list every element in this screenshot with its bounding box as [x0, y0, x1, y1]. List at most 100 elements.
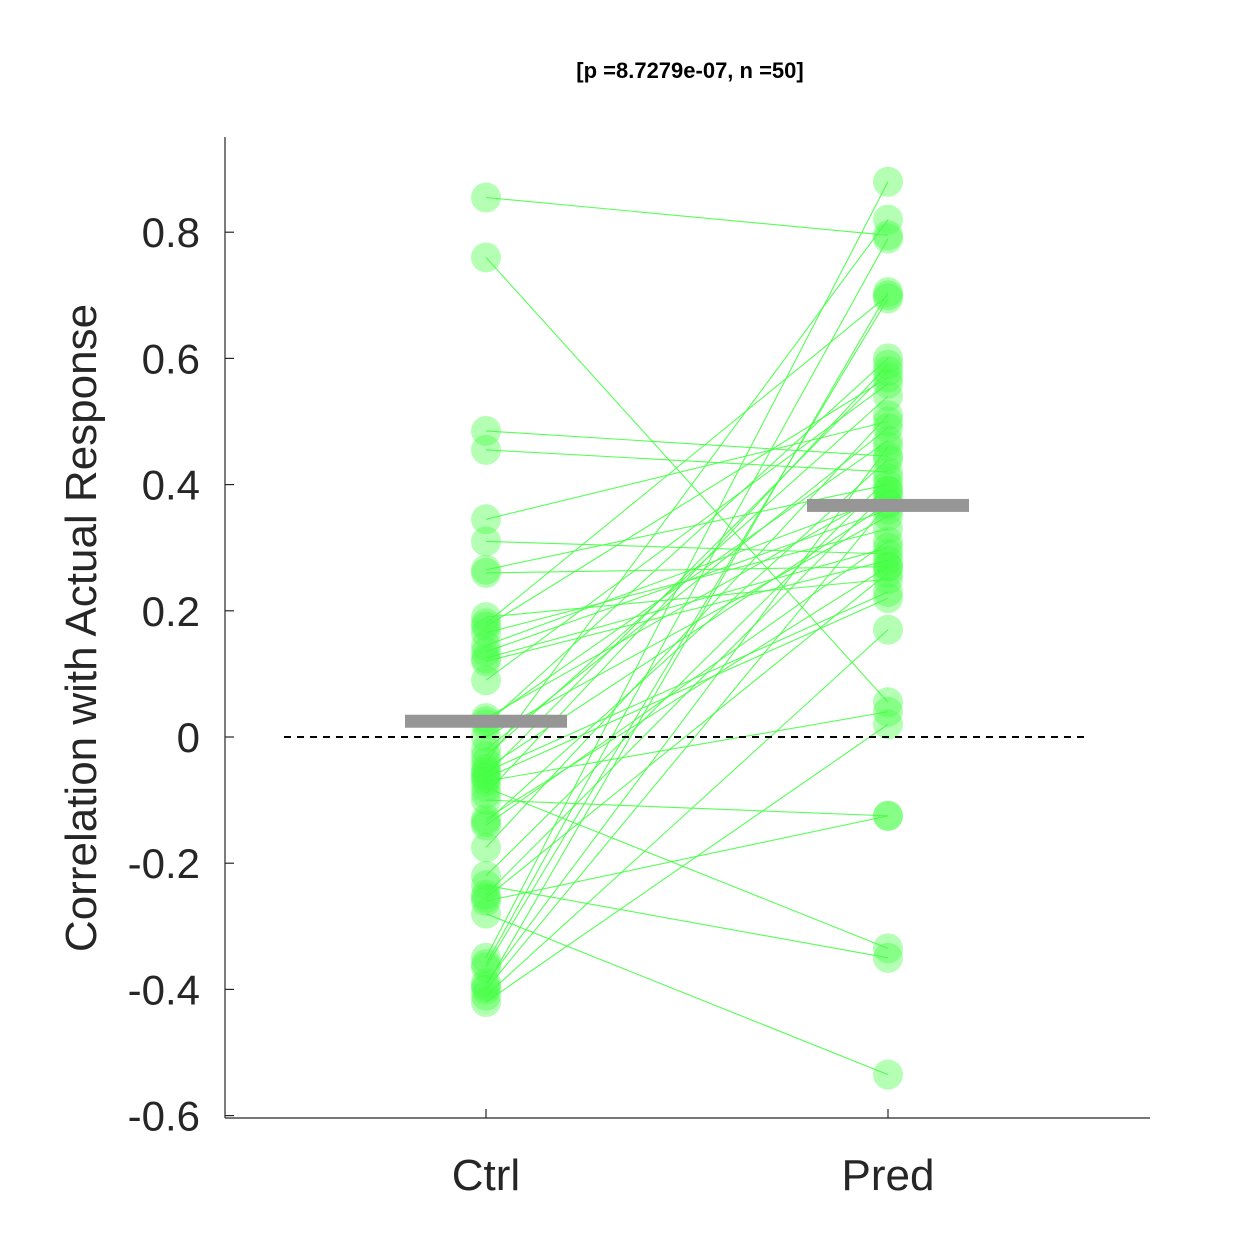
pred-point — [873, 444, 903, 475]
pair-line — [485, 298, 889, 968]
ctrl-point — [471, 952, 501, 983]
pair-line — [485, 559, 889, 662]
pred-point — [873, 526, 903, 557]
pred-point — [873, 204, 903, 235]
ctrl-point — [471, 785, 501, 816]
ctrl-point — [471, 968, 501, 999]
pair-line — [485, 219, 889, 763]
pair-line — [485, 477, 889, 877]
pair-line — [485, 786, 889, 949]
ctrl-point — [471, 415, 501, 446]
ctrl-point — [471, 971, 501, 1002]
pred-point — [873, 475, 903, 506]
pred-point — [873, 475, 903, 506]
ctrl-point — [471, 646, 501, 677]
pred-point — [873, 800, 903, 831]
pair-line — [485, 591, 889, 773]
ctrl-point — [471, 778, 501, 809]
pair-line — [485, 490, 889, 896]
pred-point — [873, 614, 903, 645]
pred-point — [873, 532, 903, 563]
ctrl-point — [471, 832, 501, 863]
ctrl-point — [471, 860, 501, 891]
pair-line — [485, 578, 889, 618]
pred-point — [873, 343, 903, 374]
pred-point — [873, 576, 903, 607]
pair-line — [485, 383, 889, 681]
pred-point — [873, 687, 903, 718]
pred-point — [873, 545, 903, 576]
pred-point — [873, 551, 903, 582]
pair-line — [485, 884, 889, 959]
pred-point — [873, 583, 903, 614]
ctrl-point — [471, 763, 501, 794]
ctrl-point — [471, 611, 501, 642]
pair-line — [485, 291, 889, 987]
ctrl-point — [471, 942, 501, 973]
ctrl-point — [471, 949, 501, 980]
ctrl-point — [471, 747, 501, 778]
pair-line — [485, 357, 889, 725]
pair-line — [485, 430, 889, 457]
pred-point — [873, 800, 903, 831]
pred-point — [873, 564, 903, 595]
ctrl-point — [471, 804, 501, 835]
ctrl-point — [471, 182, 501, 213]
pred-point — [873, 362, 903, 393]
pred-point — [873, 283, 903, 314]
y-tick-label: 0.6 — [142, 335, 200, 382]
ctrl-point — [471, 807, 501, 838]
points-layer — [471, 166, 903, 1090]
ctrl-point — [471, 753, 501, 784]
pair-line — [485, 799, 889, 817]
y-tick-label: 0.2 — [142, 588, 200, 635]
ctrl-point — [471, 810, 501, 841]
ctrl-point — [471, 526, 501, 557]
pair-line — [485, 294, 889, 624]
x-tick-label: Ctrl — [452, 1151, 520, 1200]
lines-layer — [485, 181, 889, 1076]
ctrl-point — [471, 772, 501, 803]
ctrl-point — [471, 602, 501, 633]
pred-point — [873, 412, 903, 443]
pred-point — [873, 942, 903, 973]
pair-line — [485, 629, 889, 997]
pred-point — [873, 406, 903, 437]
ctrl-point — [471, 554, 501, 585]
pair-line — [485, 723, 889, 1003]
y-tick-label: 0.4 — [142, 462, 200, 509]
pred-point — [873, 463, 903, 494]
ctrl-point — [471, 766, 501, 797]
pred-point — [873, 223, 903, 254]
pred-point — [873, 709, 903, 740]
ctrl-point — [471, 882, 501, 913]
pair-line — [485, 395, 889, 757]
pred-point — [873, 933, 903, 964]
ctrl-point — [471, 879, 501, 910]
y-ticks-layer: -0.6 -0.4 -0.2 0 0.2 0.4 0.6 0.8 — [128, 209, 234, 1140]
y-tick-label: -0.2 — [128, 840, 200, 887]
pred-point — [873, 431, 903, 462]
pair-line — [485, 503, 889, 990]
pair-line — [485, 913, 889, 1076]
y-tick-label: 0 — [177, 714, 200, 761]
ctrl-point — [471, 630, 501, 661]
pair-line — [485, 515, 889, 738]
ctrl-point — [471, 870, 501, 901]
pred-point — [873, 469, 903, 500]
pair-line — [485, 815, 889, 902]
ctrl-point — [471, 759, 501, 790]
pred-point — [873, 456, 903, 487]
ctrl-point — [471, 557, 501, 588]
pair-line — [485, 439, 889, 722]
pair-line — [485, 547, 889, 659]
pair-line — [485, 196, 889, 236]
chart-title: [p =8.7279e-07, n =50] — [576, 58, 803, 83]
ctrl-point — [471, 756, 501, 787]
pred-point — [873, 425, 903, 456]
pred-point — [873, 220, 903, 251]
pred-point — [873, 277, 903, 308]
y-tick-label: 0.8 — [142, 209, 200, 256]
axes-layer — [224, 137, 1150, 1119]
pred-point — [873, 1059, 903, 1090]
